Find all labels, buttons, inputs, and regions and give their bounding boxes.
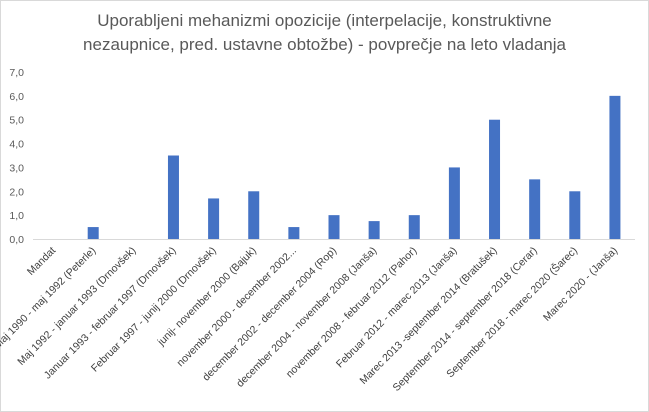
bar xyxy=(167,155,179,239)
y-tick-label: 4,0 xyxy=(9,139,24,151)
y-tick-label: 7,0 xyxy=(9,67,24,79)
y-tick-label: 0,0 xyxy=(9,234,24,246)
bar xyxy=(489,119,501,239)
bar xyxy=(288,227,300,239)
x-tick-label: december 2004 - november 2008 (Janša) xyxy=(234,245,379,390)
y-tick-label: 6,0 xyxy=(9,91,24,103)
y-tick-label: 1,0 xyxy=(9,210,24,222)
y-tick-label: 2,0 xyxy=(9,186,24,198)
chart-title-line-2: nezaupnice, pred. ustavne obtožbe) - pov… xyxy=(83,35,566,54)
bar xyxy=(368,221,380,239)
bar xyxy=(529,179,541,239)
x-tick-label: Marec 2020 - (Janša) xyxy=(541,245,620,324)
chart-title: Uporabljeni mehanizmi opozicije (interpe… xyxy=(0,9,649,57)
bar xyxy=(87,227,99,239)
chart-title-line-1: Uporabljeni mehanizmi opozicije (interpe… xyxy=(97,11,552,30)
bar xyxy=(408,215,420,239)
y-tick-label: 3,0 xyxy=(9,162,24,174)
bar xyxy=(448,167,460,239)
bar xyxy=(248,191,260,239)
y-tick-label: 5,0 xyxy=(9,115,24,127)
bar xyxy=(328,215,340,239)
bar xyxy=(569,191,581,239)
bar xyxy=(609,95,621,239)
x-tick-label: Mandat xyxy=(25,245,58,278)
bar xyxy=(208,198,220,239)
x-tick-label: September 2014 - september 2018 (Cerar) xyxy=(391,245,540,394)
